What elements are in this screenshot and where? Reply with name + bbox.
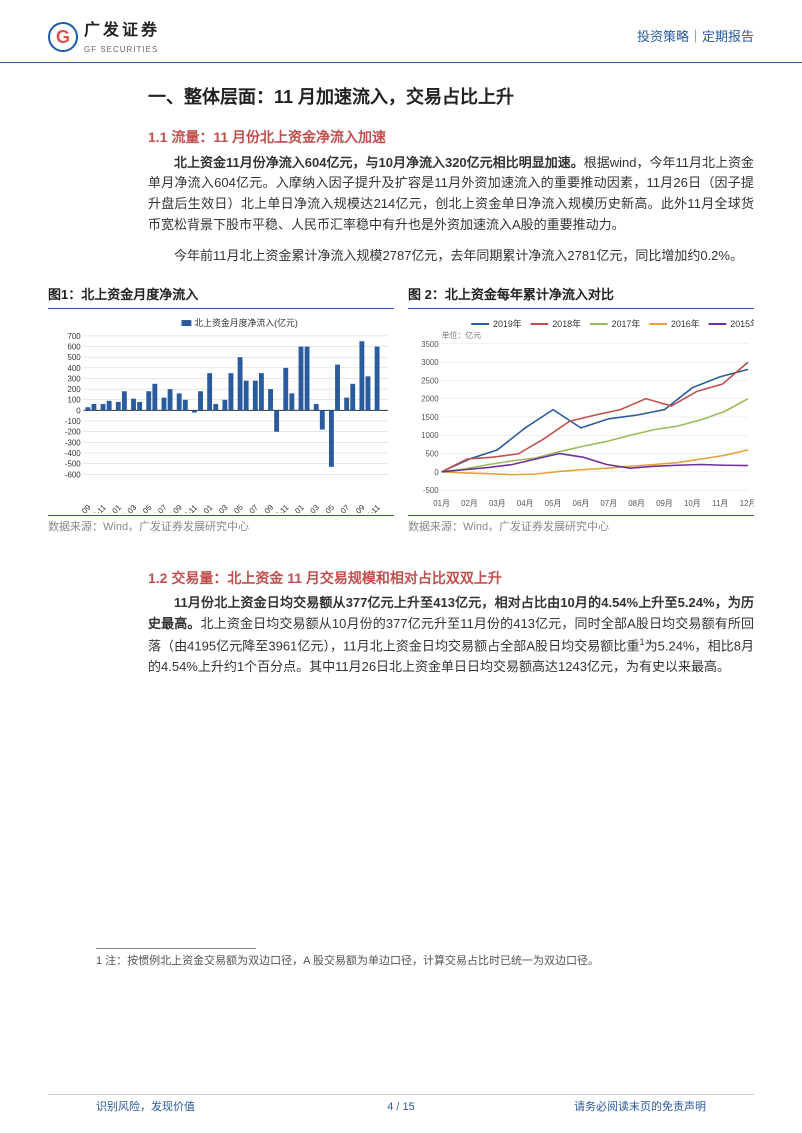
footer-page-num: 4 / 15 — [387, 1099, 415, 1117]
svg-text:2016年: 2016年 — [671, 318, 700, 329]
p1-lead: 北上资金11月份净流入604亿元，与10月净流入320亿元相比明显加速。 — [174, 155, 584, 170]
page-header: G 广发证券 GF SECURITIES 投资策略｜定期报告 — [0, 0, 802, 63]
svg-text:04月: 04月 — [517, 499, 534, 508]
footer-left: 识别风险，发现价值 — [96, 1099, 195, 1117]
svg-text:2017年: 2017年 — [612, 318, 641, 329]
chart-2-source: 数据来源：Wind，广发证券发展研究中心 — [408, 515, 754, 537]
svg-text:01月: 01月 — [433, 499, 450, 508]
svg-text:-500: -500 — [423, 486, 439, 495]
section-1-title: 一、整体层面：11 月加速流入，交易占比上升 — [148, 83, 754, 112]
svg-text:07月: 07月 — [600, 499, 617, 508]
chart-2-box: 图 2：北上资金每年累计净流入对比 -500 0 500 1000 1500 2000 25… — [408, 285, 754, 537]
svg-text:2000: 2000 — [421, 395, 439, 404]
svg-text:03月: 03月 — [489, 499, 506, 508]
svg-text:400: 400 — [67, 364, 81, 373]
svg-text:500: 500 — [425, 450, 439, 459]
section-1-1-p1: 北上资金11月份净流入604亿元，与10月净流入320亿元相比明显加速。根据wi… — [148, 153, 754, 236]
chart-2-svg: -500 0 500 1000 1500 2000 2500 3000 3500单位：亿元 01月… — [408, 313, 754, 513]
svg-text:02月: 02月 — [461, 499, 478, 508]
svg-text:0: 0 — [76, 407, 81, 416]
section-1-1-p2: 今年前11月北上资金累计净流入规模2787亿元，去年同期累计净流入2781亿元，… — [148, 246, 754, 267]
svg-text:-600: -600 — [65, 471, 81, 480]
section-1-2-title: 1.2 交易量：北上资金 11 月交易规模和相对占比双双上升 — [148, 567, 754, 589]
svg-text:200: 200 — [67, 385, 81, 394]
svg-text:12月: 12月 — [740, 499, 754, 508]
svg-text:300: 300 — [67, 375, 81, 384]
svg-text:2019年: 2019年 — [493, 318, 522, 329]
svg-text:单位：亿元: 单位：亿元 — [442, 330, 482, 340]
chart-1-svg: -600 -500 -400-300 -200 -1000 100 200300 400500… — [48, 313, 394, 513]
svg-text:-300: -300 — [65, 439, 81, 448]
svg-text:2500: 2500 — [421, 377, 439, 386]
svg-text:500: 500 — [67, 354, 81, 363]
footer-right: 请务必阅读末页的免责声明 — [574, 1099, 706, 1117]
page-footer: 识别风险，发现价值 4 / 15 请务必阅读末页的免责声明 — [48, 1094, 754, 1117]
svg-text:700: 700 — [67, 332, 81, 341]
section-1-2-p1: 11月份北上资金日均交易额从377亿元上升至413亿元，相对占比由10月的4.5… — [148, 593, 754, 678]
svg-text:2016-09: 2016-09 — [66, 503, 93, 513]
svg-text:1000: 1000 — [421, 432, 439, 441]
footnote-rule — [96, 948, 256, 949]
logo-icon: G — [48, 22, 78, 52]
svg-text:600: 600 — [67, 343, 81, 352]
svg-text:11月: 11月 — [712, 499, 728, 508]
svg-text:3000: 3000 — [421, 358, 439, 367]
svg-text:09月: 09月 — [656, 499, 673, 508]
svg-text:-200: -200 — [65, 428, 81, 437]
logo-text-cn: 广发证券 — [84, 18, 160, 44]
svg-text:05月: 05月 — [545, 499, 562, 508]
chart-1-title: 图1：北上资金月度净流入 — [48, 285, 394, 310]
svg-text:-400: -400 — [65, 449, 81, 458]
svg-text:100: 100 — [67, 396, 81, 405]
svg-text:北上资金月度净流入(亿元): 北上资金月度净流入(亿元) — [194, 317, 298, 328]
svg-text:06月: 06月 — [573, 499, 590, 508]
svg-text:0: 0 — [434, 468, 439, 477]
section-1-1-title: 1.1 流量：11 月份北上资金净流入加速 — [148, 126, 754, 148]
logo: G 广发证券 GF SECURITIES — [48, 18, 160, 56]
svg-text:2018年: 2018年 — [552, 318, 581, 329]
header-category: 投资策略｜定期报告 — [637, 27, 754, 48]
svg-text:3500: 3500 — [421, 340, 439, 349]
charts-row: 图1：北上资金月度净流入 -600-500-400-300-200-100010… — [48, 285, 754, 537]
logo-text-en: GF SECURITIES — [84, 44, 160, 57]
chart-2-title: 图 2：北上资金每年累计净流入对比 — [408, 285, 754, 310]
chart-1-box: 图1：北上资金月度净流入 -600 -500 -400-300 -200 -1000 10… — [48, 285, 394, 537]
svg-text:10月: 10月 — [684, 499, 701, 508]
svg-text:2015年: 2015年 — [730, 318, 754, 329]
svg-text:1500: 1500 — [421, 413, 439, 422]
svg-text:-500: -500 — [65, 460, 81, 469]
svg-text:-100: -100 — [65, 417, 81, 426]
footnote-1: 1 注：按惯例北上资金交易额为双边口径，A 股交易额为单边口径，计算交易占比时已… — [96, 953, 706, 971]
svg-text:08月: 08月 — [628, 499, 645, 508]
main-content: 一、整体层面：11 月加速流入，交易占比上升 1.1 流量：11 月份北上资金净… — [0, 63, 802, 970]
chart-1-source: 数据来源：Wind，广发证券发展研究中心 — [48, 515, 394, 537]
